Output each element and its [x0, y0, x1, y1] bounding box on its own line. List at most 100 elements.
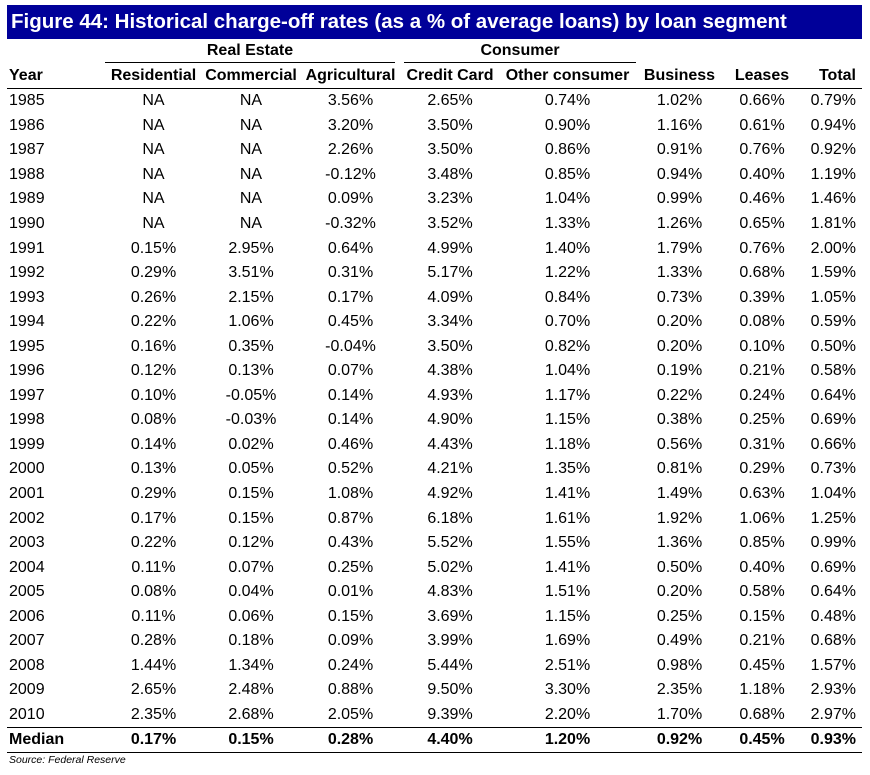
column-header-commercial: Commercial [202, 64, 300, 89]
row-year: 1991 [9, 239, 45, 257]
table-cell: 0.45% [739, 656, 785, 674]
table-cell: 1.81% [810, 215, 856, 232]
table-row: 2007 0.28% 0.18% 0.09% 3.99% 1.69% 0.49% 0.21% 0… [7, 629, 862, 654]
table-cell: 1.16% [656, 116, 703, 134]
table-cell: 5.02% [427, 558, 473, 576]
row-year: 2006 [9, 607, 45, 625]
table-cell: 2.65% [130, 681, 177, 699]
table-cell: 0.22% [130, 313, 177, 331]
table-cell: 0.43% [327, 534, 374, 552]
group-underline-real-estate [105, 62, 395, 63]
row-year: 2003 [9, 534, 45, 552]
table-row: 1997 0.10% -0.05% 0.14% 4.93% 1.17% 0.22% 0.24%… [7, 384, 862, 409]
table-cell: 0.20% [656, 337, 703, 355]
table-cell: 0.98% [656, 656, 703, 674]
table-cell: 2.97% [810, 705, 856, 723]
table-cell: 3.50% [427, 116, 473, 134]
group-underline-consumer [404, 62, 636, 63]
table-cell: 0.45% [327, 313, 374, 331]
table-cell: 0.16% [130, 337, 177, 355]
table-cell: 0.15% [130, 239, 177, 257]
table-cell: 0.08% [130, 583, 177, 601]
table-cell: 0.85% [739, 534, 785, 552]
table-cell: 2.95% [228, 239, 274, 257]
table-cell: 1.46% [810, 190, 856, 208]
table-cell: NA [142, 116, 165, 134]
table-cell: 0.28% [130, 632, 177, 650]
median-cell: 0.15% [202, 727, 300, 754]
table-row: 1995 0.16% 0.35% -0.04% 3.50% 0.82% 0.20% 0.10%… [7, 334, 862, 359]
row-year: 1999 [9, 435, 45, 453]
table-row: 2009 2.65% 2.48% 0.88% 9.50% 3.30% 2.35% 1.18% 2… [7, 678, 862, 703]
row-year: 2010 [9, 705, 45, 723]
table-cell: 0.04% [228, 583, 274, 601]
table-row: 1999 0.14% 0.02% 0.46% 4.43% 1.18% 0.56% 0.31% 0… [7, 433, 862, 458]
table-cell: 1.15% [544, 607, 591, 625]
table-row: 1998 0.08% -0.03% 0.14% 4.90% 1.15% 0.38% 0.25%… [7, 408, 862, 433]
table-cell: 1.33% [544, 215, 591, 232]
table-cell: 0.13% [228, 362, 274, 380]
median-label: Median [7, 727, 105, 754]
table-cell: NA [142, 215, 165, 232]
table-cell: 0.58% [739, 583, 785, 601]
median-cell: 1.20% [499, 727, 636, 754]
table-cell: 0.29% [739, 460, 785, 478]
table-cell: NA [142, 190, 165, 208]
table-cell: 1.70% [656, 705, 703, 723]
column-header-leases: Leases [723, 64, 801, 89]
table-cell: 4.90% [427, 411, 473, 429]
table-cell: 0.29% [130, 264, 177, 282]
table-cell: 0.65% [739, 215, 785, 232]
table-cell: 0.11% [131, 558, 176, 576]
table-cell: -0.04% [325, 337, 376, 355]
table-cell: 1.49% [656, 485, 703, 503]
table-row: 2000 0.13% 0.05% 0.52% 4.21% 1.35% 0.81% 0.29% 0… [7, 457, 862, 482]
table-cell: 0.58% [810, 362, 856, 380]
row-year: 1993 [9, 288, 45, 306]
table-cell: 3.99% [427, 632, 473, 650]
table-cell: 3.30% [544, 681, 591, 699]
table-cell: 0.52% [327, 460, 374, 478]
table-cell: 1.92% [656, 509, 703, 527]
table-cell: 0.69% [810, 411, 856, 429]
table-cell: 0.46% [327, 435, 374, 453]
table-cell: 0.07% [228, 558, 274, 576]
table-cell: 0.14% [130, 435, 177, 453]
row-year: 2002 [9, 509, 45, 527]
table-body: 1985 NA NA 3.56% 2.65% 0.74% 1.02% 0.66% 0.79% 19… [7, 89, 862, 728]
table-cell: 0.82% [544, 337, 591, 355]
median-cell: 0.93% [801, 727, 862, 754]
table-cell: 1.55% [544, 534, 591, 552]
table-cell: 6.18% [427, 509, 473, 527]
table-cell: 1.40% [544, 239, 591, 257]
table-cell: 1.44% [130, 656, 177, 674]
table-cell: NA [142, 141, 165, 159]
table-cell: 0.22% [656, 386, 703, 404]
median-cell: 0.28% [300, 727, 401, 754]
table-cell: 0.15% [739, 607, 785, 625]
table-cell: 0.68% [810, 632, 856, 650]
table-cell: 1.25% [810, 509, 856, 527]
table-cell: 0.91% [656, 141, 703, 159]
table-cell: 0.56% [656, 435, 703, 453]
table-cell: 3.51% [228, 264, 274, 282]
table-cell: 1.05% [810, 288, 856, 306]
table-row: 2010 2.35% 2.68% 2.05% 9.39% 2.20% 1.70% 0.68% 2… [7, 703, 862, 728]
table-cell: 0.25% [656, 607, 703, 625]
table-cell: 0.25% [327, 558, 374, 576]
row-year: 2009 [9, 681, 45, 699]
group-header-consumer: Consumer [480, 42, 560, 59]
table-cell: 1.19% [810, 165, 856, 183]
table-row: 1989 NA NA 0.09% 3.23% 1.04% 0.99% 0.46% 1.46% [7, 187, 862, 212]
row-year: 1992 [9, 264, 45, 282]
table-cell: 1.36% [656, 534, 703, 552]
table-cell: 1.22% [544, 264, 591, 282]
table-cell: NA [239, 116, 263, 134]
table-cell: 2.00% [810, 239, 856, 257]
table-cell: 1.04% [544, 190, 591, 208]
table-cell: 3.69% [427, 607, 473, 625]
table-cell: 0.70% [544, 313, 591, 331]
table-cell: NA [142, 165, 165, 183]
table-row: 1996 0.12% 0.13% 0.07% 4.38% 1.04% 0.19% 0.21% 0… [7, 359, 862, 384]
table-cell: 2.26% [327, 141, 374, 159]
